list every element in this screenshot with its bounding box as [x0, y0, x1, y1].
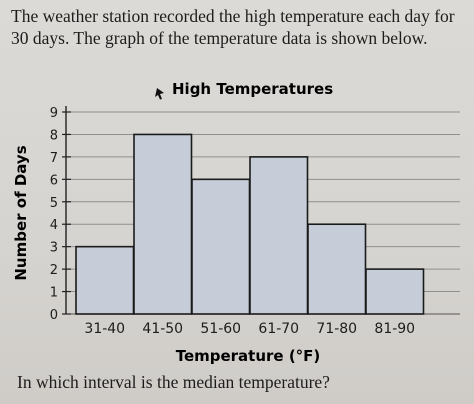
y-tick-label: 5 — [50, 196, 58, 211]
y-axis-title: Number of Days — [12, 145, 30, 280]
bar-71-80 — [307, 223, 367, 315]
bar-61-70 — [249, 156, 309, 315]
bars — [75, 133, 425, 315]
y-tick-label: 3 — [50, 241, 58, 256]
problem-prompt: The weather station recorded the high te… — [11, 6, 455, 48]
x-category-label: 51-60 — [200, 321, 241, 337]
x-category-label: 61-70 — [258, 321, 299, 337]
y-tick-label: 2 — [50, 263, 58, 278]
bar-31-40 — [75, 245, 135, 315]
chart-title: High Temperatures — [172, 80, 333, 98]
bar-51-60 — [191, 178, 251, 315]
y-tick-label: 9 — [50, 106, 58, 121]
x-category-label: 81-90 — [374, 321, 415, 337]
y-ticks: 0 1 2 3 4 5 6 7 8 9 — [50, 106, 71, 323]
x-category-label: 31-40 — [84, 321, 125, 337]
y-tick-label: 7 — [50, 151, 58, 166]
mouse-cursor-icon — [155, 88, 164, 100]
y-tick-label: 6 — [50, 173, 58, 188]
x-category-label: 71-80 — [316, 321, 357, 337]
x-axis-title: Temperature (°F) — [176, 347, 321, 365]
y-tick-label: 8 — [50, 128, 58, 143]
bar-41-50 — [133, 133, 193, 315]
x-category-labels: 31-40 41-50 51-60 61-70 71-80 81-90 — [84, 321, 415, 337]
y-tick-label: 0 — [50, 308, 58, 323]
question-text: In which interval is the median temperat… — [17, 372, 330, 392]
x-category-label: 41-50 — [142, 321, 183, 337]
bar-81-90 — [365, 268, 425, 315]
y-tick-label: 4 — [50, 218, 58, 233]
y-tick-label: 1 — [50, 286, 58, 301]
